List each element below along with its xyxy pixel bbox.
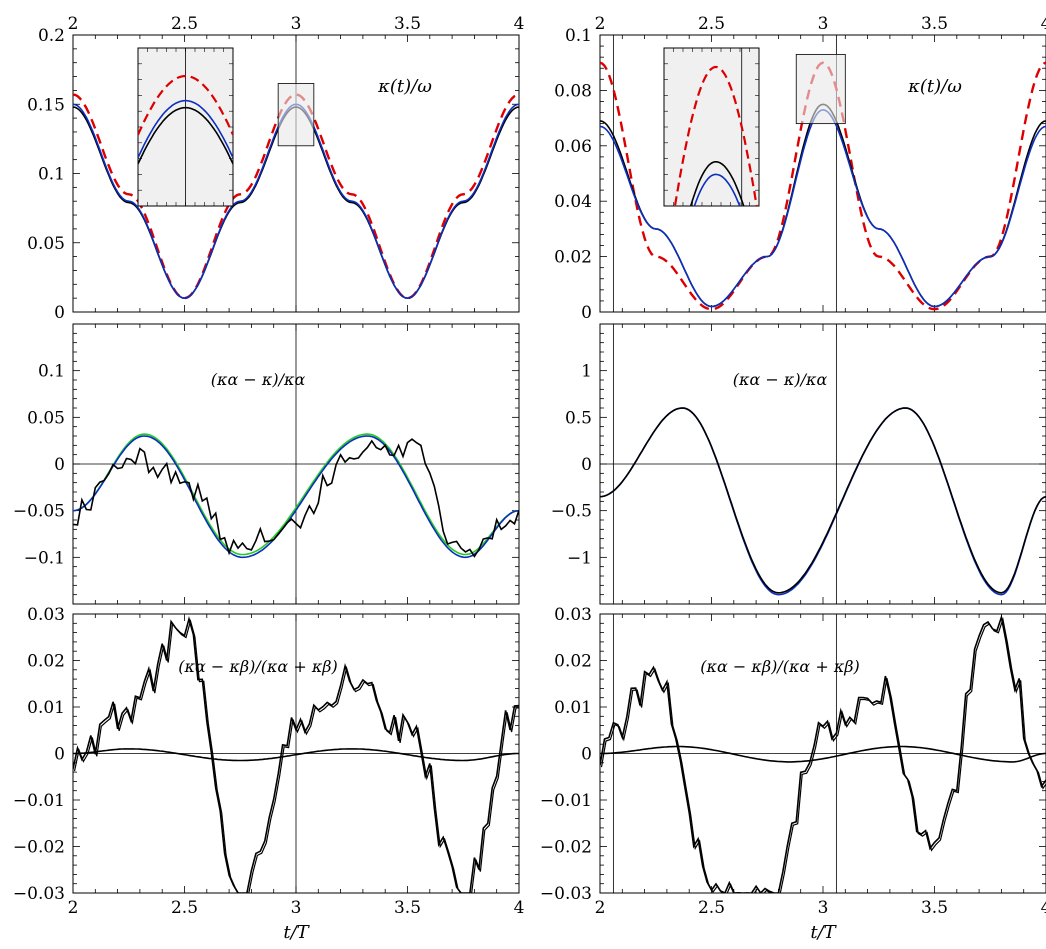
series-line [600,745,1046,763]
y-tick-label: 0.15 [27,95,65,115]
x-tick-label-top: 2.5 [698,14,725,34]
y-tick-label: 0.05 [27,408,65,428]
y-tick-label: 0 [54,455,65,475]
panel-annotation: (κα − κβ)/(κα + κβ) [700,657,860,676]
x-tick-label: 3 [291,898,302,918]
y-tick-label: −0.01 [540,791,592,811]
y-tick-label: 0.03 [554,605,592,625]
plot-area [600,614,1046,893]
series-line [73,438,519,558]
x-tick-label: 3.5 [921,898,948,918]
inset-series-line [693,173,741,206]
series-line [73,433,519,556]
panel-annotation: κ(t)/ω [907,76,962,97]
x-tick-label: 2 [68,898,79,918]
inset-area [138,48,233,206]
y-tick-label: 0.03 [27,605,65,625]
chart-panel-left-top: 0 0.05 0.1 0.15 0.22 2.5 3 3.5 4 κ(t)/ω [27,14,524,323]
x-tick-label: 4 [1041,898,1046,918]
y-tick-label: −0.01 [13,791,65,811]
x-tick-label: 2 [595,898,606,918]
chart-panel-left-middle: −0.1 −0.05 0 0.05 0.1 (κα − κ)/κα [13,323,520,605]
x-tick-label-top: 2 [595,14,606,34]
panel-annotation: (κα − κ)/κα [733,370,828,389]
plot-area [73,324,519,604]
inset-series-line [673,65,758,206]
chart-panel-right-middle: −1 −0.5 0 0.5 1 (κα − κ)/κα [551,323,1046,605]
y-tick-label: −0.5 [551,502,592,522]
y-tick-label: 0.01 [27,698,65,718]
y-tick-label: 0.02 [554,652,592,672]
chart-panel-left-bottom: −0.03 −0.02 −0.01 0 0.01 0.02 0.03 2 2.5 3 3.5 4 t/T… [13,605,525,943]
x-tick-label-top: 3.5 [921,14,948,34]
y-tick-label: 0.05 [27,234,65,254]
series-line [73,615,519,893]
chart-panel-right-bottom: −0.03 −0.02 −0.01 0 0.01 0.02 0.03 2 2.5 3 3.5 4 t/T… [540,605,1046,943]
series-line [600,407,1046,594]
zoom-box [277,83,315,147]
y-tick-label: −0.03 [540,884,592,904]
x-tick-label-top: 4 [514,14,525,34]
y-tick-label: 0.02 [27,652,65,672]
x-tick-label: 2.5 [698,898,725,918]
inset-plot [663,47,760,207]
y-tick-label: −1 [567,548,592,568]
y-tick-label: 0 [581,303,592,323]
y-tick-label: 0.5 [565,408,592,428]
inset-series-line [138,75,233,136]
y-tick-label: 0.02 [554,248,592,268]
y-tick-label: −0.05 [13,502,65,522]
x-axis-label: t/T [810,922,837,943]
series-line [73,93,519,300]
chart-panel-right-top: 0 0.02 0.04 0.06 0.08 0.12 2.5 3 3.5 4 κ(t)/ω [554,14,1046,323]
inset-area [673,48,758,206]
y-tick-label: 0.04 [554,192,592,212]
panel-annotation: (κα − κβ)/(κα + κβ) [178,657,338,676]
series-line [600,407,1046,596]
y-tick-label: 1 [581,362,592,382]
series-line [73,748,519,762]
series-line-double [600,616,1046,893]
x-tick-label-top: 3 [291,14,302,34]
y-tick-label: −0.03 [13,884,65,904]
x-tick-label: 3.5 [394,898,421,918]
y-tick-label: 0.1 [38,165,65,185]
x-tick-label-top: 4 [1041,14,1046,34]
y-tick-label: 0 [54,745,65,765]
x-tick-label: 3 [818,898,829,918]
y-tick-label: −0.02 [540,838,592,858]
y-tick-label: 0.2 [38,26,65,46]
inset-plot [137,47,234,207]
series-line [73,435,519,559]
inset-series-line [138,106,233,165]
y-tick-label: 0 [581,745,592,765]
zoom-box [795,53,846,125]
panel-annotation: κ(t)/ω [377,76,432,97]
y-tick-label: −0.02 [13,838,65,858]
y-tick-label: 0.01 [554,698,592,718]
inset-series-line [689,161,745,206]
y-tick-label: 0.06 [554,137,592,157]
y-tick-label: 0.08 [554,81,592,101]
y-tick-label: 0 [54,303,65,323]
y-tick-label: 0 [581,455,592,475]
plot-area [600,324,1046,604]
series-line-double [73,618,519,893]
y-tick-label: 0.1 [38,362,65,382]
x-tick-label-top: 2 [68,14,79,34]
x-tick-label: 2.5 [171,898,198,918]
x-tick-label-top: 3.5 [394,14,421,34]
y-tick-label: −0.1 [24,548,65,568]
x-tick-label-top: 2.5 [171,14,198,34]
panel-annotation: (κα − κ)/κα [211,370,306,389]
series-line [600,614,1046,893]
x-axis-label: t/T [283,922,310,943]
y-tick-label: 0.1 [565,26,592,46]
inset-series-line [138,99,233,159]
inset-frame [663,47,760,207]
plot-area [73,614,519,893]
x-tick-label-top: 3 [818,14,829,34]
x-tick-label: 4 [514,898,525,918]
